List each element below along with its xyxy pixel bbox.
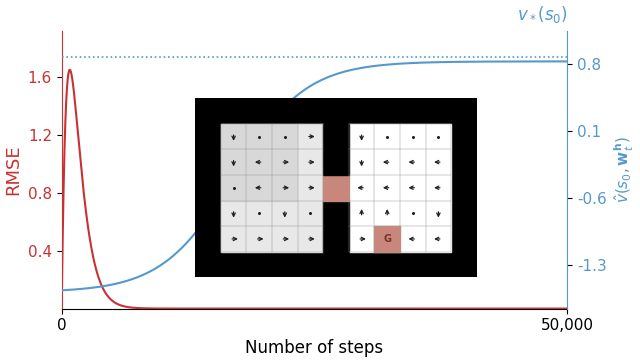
Bar	[374, 175, 400, 200]
Bar	[221, 200, 246, 226]
Bar	[323, 200, 349, 226]
Bar	[221, 226, 246, 252]
Bar	[272, 149, 298, 175]
Y-axis label: $\hat{v}(s_0, \mathbf{w}_t^\mathbf{h})$: $\hat{v}(s_0, \mathbf{w}_t^\mathbf{h})$	[612, 136, 636, 203]
Bar	[349, 175, 374, 200]
Bar	[246, 200, 272, 226]
X-axis label: Number of steps: Number of steps	[246, 339, 383, 357]
Bar	[426, 175, 451, 200]
Bar	[221, 149, 246, 175]
Bar	[349, 149, 374, 175]
Bar	[400, 175, 426, 200]
Bar	[400, 226, 426, 252]
Bar	[426, 124, 451, 149]
Bar	[400, 124, 426, 149]
Bar	[374, 226, 400, 252]
Bar	[349, 226, 374, 252]
Bar	[298, 200, 323, 226]
Bar	[426, 200, 451, 226]
Bar	[298, 226, 323, 252]
Bar	[272, 124, 298, 149]
Bar	[272, 226, 298, 252]
Text: G: G	[383, 234, 391, 244]
Bar	[246, 175, 272, 200]
Bar	[374, 226, 400, 252]
Bar	[400, 200, 426, 226]
Bar	[374, 149, 400, 175]
Bar	[221, 124, 246, 149]
Bar	[246, 226, 272, 252]
Bar	[426, 226, 451, 252]
Bar	[323, 124, 349, 149]
Bar	[246, 124, 272, 149]
Bar	[323, 149, 349, 175]
Y-axis label: RMSE: RMSE	[4, 144, 22, 195]
Bar	[221, 175, 246, 200]
Bar	[400, 149, 426, 175]
Bar	[323, 226, 349, 252]
Bar	[272, 200, 298, 226]
Bar	[272, 175, 298, 200]
Bar	[374, 124, 400, 149]
Bar	[349, 124, 374, 149]
Bar	[298, 124, 323, 149]
Bar	[323, 175, 349, 200]
Bar	[298, 149, 323, 175]
Bar	[374, 200, 400, 226]
Bar	[426, 149, 451, 175]
Text: $v_*(s_0)$: $v_*(s_0)$	[516, 4, 568, 25]
Bar	[298, 175, 323, 200]
Bar	[349, 200, 374, 226]
Bar	[246, 149, 272, 175]
